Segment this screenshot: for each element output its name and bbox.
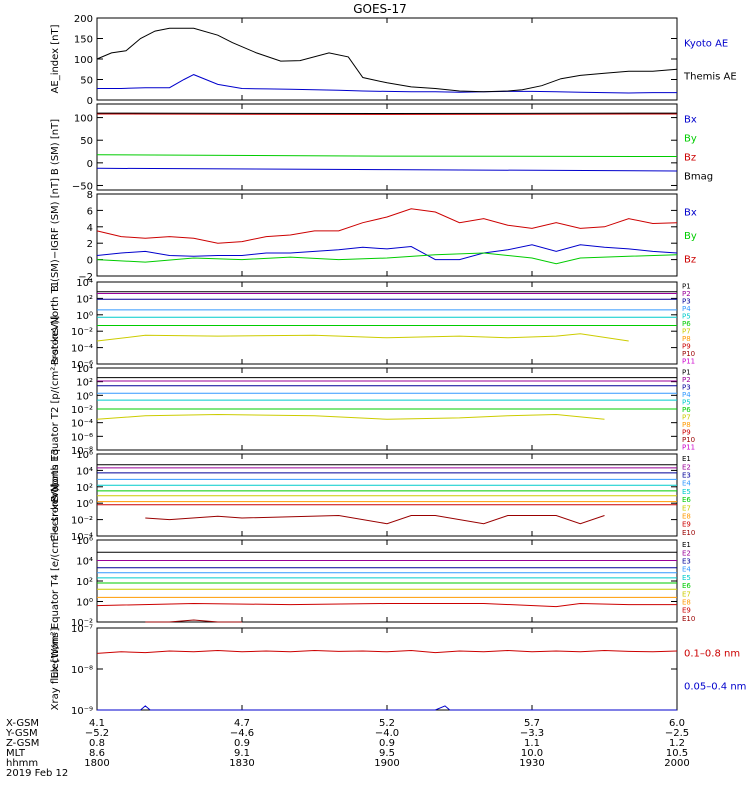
ytick-label-pe: 10⁴ [76,364,93,375]
ytick-label-pe: 10⁻² [71,405,93,416]
series-ee-E9 [97,604,677,607]
ytick-label-en: 10² [76,483,93,494]
legend-ee-6: E7 [682,590,691,598]
series-ae-Kyoto-AE [97,75,677,93]
legend-ee-0: E1 [682,541,691,549]
legend-xray-1: 0.05–0.4 nm [684,681,746,692]
ytick-label-ae: 0 [87,96,93,107]
panel-frame-pn [97,282,677,364]
legend-ee-2: E3 [682,558,691,566]
legend-ee-9: E10 [682,615,695,623]
legend-ae-1: Themis AE [683,71,737,82]
panel-frame-bdiff [97,194,677,276]
ytick-label-xray: 10⁻⁹ [71,706,93,717]
ytick-label-en: 10⁰ [76,499,93,510]
ytick-label-bsm: 50 [80,136,93,147]
legend-ee-8: E9 [682,607,691,615]
series-en-E10 [145,516,604,524]
legend-bdiff-1: By [684,231,697,242]
legend-en-5: E6 [682,496,691,504]
series-pe-P7 [97,415,605,420]
legend-en-2: E3 [682,472,691,480]
ytick-label-bdiff: 2 [87,239,93,250]
ytick-label-en: 10⁻² [71,516,93,527]
ylabel-bsm: B (SM) [nT] [50,119,61,175]
series-bdiff-By [97,253,677,264]
legend-xray-0: 0.1–0.8 nm [684,649,740,660]
ytick-label-pe: 10⁻⁴ [71,419,93,430]
ytick-label-ae: 100 [74,55,93,66]
ytick-label-bsm: 0 [87,159,93,170]
legend-ee-1: E2 [682,549,691,557]
ytick-label-pe: 10⁻⁶ [71,432,93,443]
series-xray-0-1-0-8-nm [97,651,677,654]
xaxis-value-4-1: 1830 [229,758,254,769]
xaxis-value-4-4: 2000 [664,758,689,769]
legend-bsm-1: By [684,133,697,144]
legend-bdiff-2: Bz [684,254,696,265]
ytick-label-ee: 10² [76,577,93,588]
panel-frame-ae [97,18,677,100]
legend-bdiff-0: Bx [684,208,697,219]
legend-en-3: E4 [682,480,691,488]
xaxis-value-4-3: 1930 [519,758,544,769]
ytick-label-pn: 10⁻² [71,327,93,338]
legend-ee-5: E6 [682,582,691,590]
xaxis-date: 2019 Feb 12 [6,768,68,779]
ytick-label-pn: 10⁴ [76,278,93,289]
ytick-label-xray: 10⁻⁷ [71,624,93,635]
legend-en-8: E9 [682,521,691,529]
ytick-label-pn: 10² [76,294,93,305]
panel-frame-xray [97,628,677,710]
series-bdiff-Bz [97,209,677,243]
xaxis-value-4-0: 1800 [84,758,109,769]
ytick-label-xray: 10⁻⁸ [71,665,93,676]
ytick-label-bsm: 100 [74,114,93,125]
ytick-label-pe: 10⁰ [76,391,93,402]
ylabel-ae: AE_index [nT] [50,24,61,93]
legend-bsm-3: Bmag [684,172,713,183]
xaxis-value-4-2: 1900 [374,758,399,769]
ytick-label-bdiff: 0 [87,256,93,267]
ytick-label-bdiff: 6 [87,206,93,217]
ytick-label-pn: 10⁰ [76,311,93,322]
legend-ee-3: E4 [682,566,691,574]
legend-en-7: E8 [682,513,691,521]
ytick-label-ae: 50 [80,76,93,87]
legend-en-4: E5 [682,488,691,496]
ytick-label-bdiff: 4 [87,223,93,234]
panel-frame-bsm [97,104,677,190]
legend-ee-4: E5 [682,574,691,582]
ytick-label-ee: 10⁴ [76,557,93,568]
legend-bsm-0: Bx [684,114,697,125]
legend-ae-0: Kyoto AE [684,39,728,50]
series-bsm-By [97,155,677,157]
ytick-label-ee: 10⁶ [76,536,93,547]
legend-en-0: E1 [682,455,691,463]
ylabel-bdiff: B (SM)−IGRF (SM) [nT] [50,178,61,292]
series-bsm-Bx [97,168,677,171]
chart-title: GOES-17 [353,2,407,16]
legend-pn-10: P11 [682,357,695,365]
legend-bsm-2: Bz [684,153,696,164]
ytick-label-en: 10⁶ [76,450,93,461]
legend-en-9: E10 [682,529,695,537]
ytick-label-pe: 10² [76,378,93,389]
ylabel-xray: Xray flux [W/m²] [50,628,61,711]
ytick-label-ae: 200 [74,14,93,25]
legend-en-6: E7 [682,504,691,512]
ytick-label-ae: 150 [74,35,93,46]
legend-en-1: E2 [682,463,691,471]
ytick-label-ee: 10⁰ [76,598,93,609]
ytick-label-bdiff: 8 [87,190,93,201]
ytick-label-en: 10⁴ [76,466,93,477]
ytick-label-pn: 10⁻⁴ [71,344,93,355]
series-ae-Themis-AE [97,28,677,92]
legend-pe-10: P11 [682,443,695,451]
legend-ee-7: E8 [682,599,691,607]
series-pn-P7 [97,334,629,341]
